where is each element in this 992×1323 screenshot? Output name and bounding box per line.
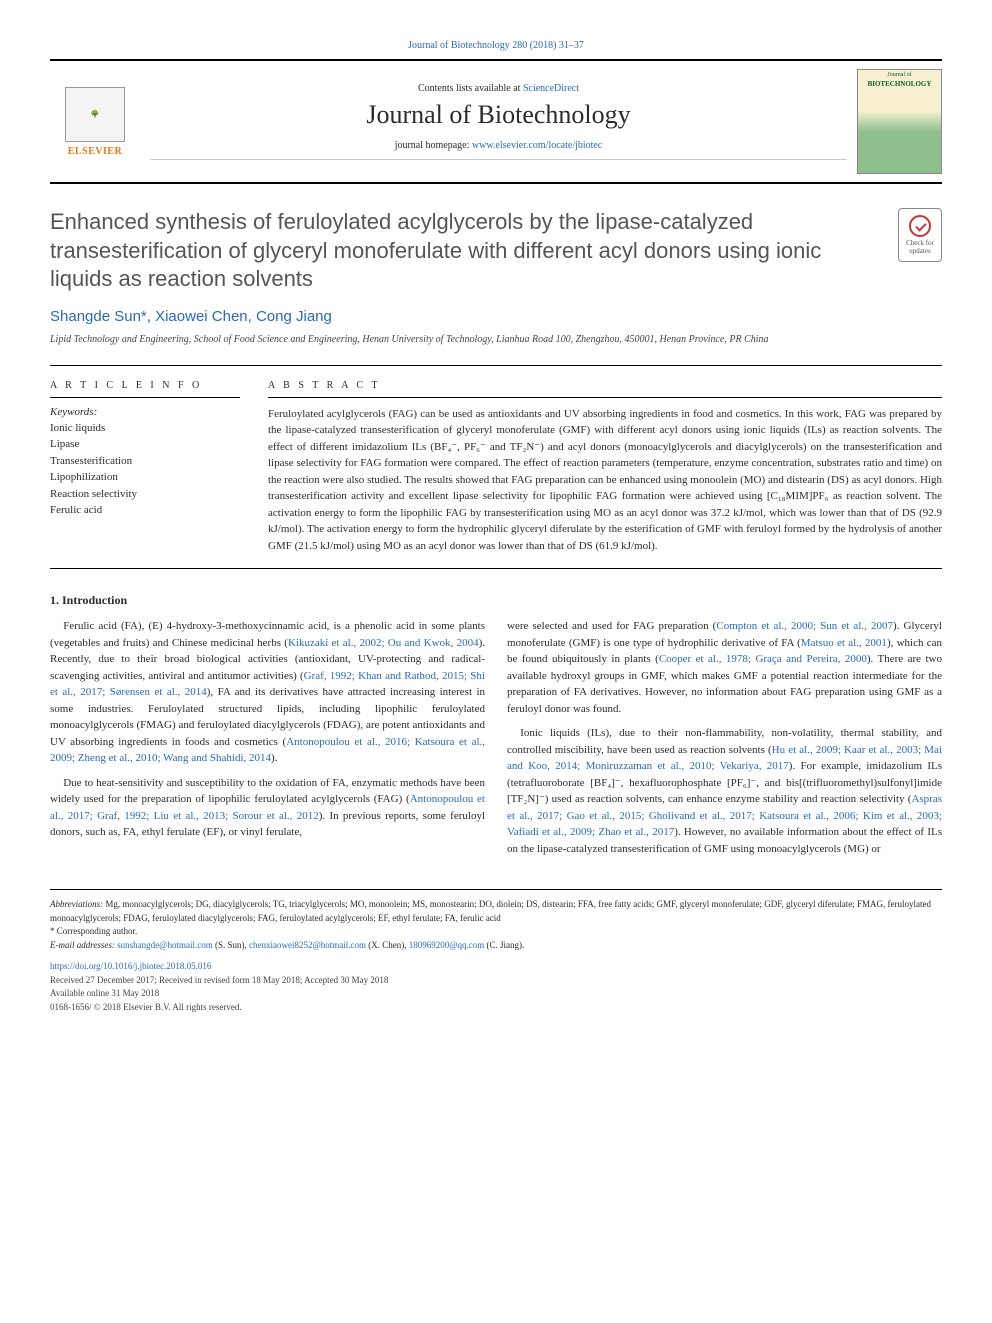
email-name: (S. Sun), (213, 940, 249, 950)
top-citation: Journal of Biotechnology 280 (2018) 31–3… (50, 40, 942, 51)
abstract-block: A B S T R A C T Feruloylated acylglycero… (268, 380, 942, 555)
journal-name: Journal of Biotechnology (150, 100, 847, 130)
citation-link[interactable]: Kikuzaki et al., 2002; Ou and Kwok, 2004 (288, 637, 479, 649)
keyword: Transesterification (50, 453, 240, 470)
paragraph: Ferulic acid (FA), (E) 4-hydroxy-3-metho… (50, 618, 485, 767)
keyword: Lipase (50, 436, 240, 453)
contents-text: Contents lists available at (418, 83, 523, 94)
email-link[interactable]: sunshangde@hotmail.com (117, 940, 213, 950)
email-link[interactable]: 180969200@qq.com (409, 940, 485, 950)
article-info: A R T I C L E I N F O Keywords: Ionic li… (50, 380, 240, 555)
dates-line: Received 27 December 2017; Received in r… (50, 974, 942, 988)
keywords-label: Keywords: (50, 406, 240, 418)
text-span: ). (271, 752, 277, 764)
cover-title: BIOTECHNOLOGY (858, 80, 941, 88)
cover-toplabel: Journal of (858, 70, 941, 80)
paragraph: were selected and used for FAG preparati… (507, 618, 942, 717)
check-icon (909, 215, 931, 237)
right-column: were selected and used for FAG preparati… (507, 618, 942, 865)
email-name: (X. Chen), (366, 940, 409, 950)
badge-line2: updates (909, 247, 930, 255)
contents-line: Contents lists available at ScienceDirec… (150, 83, 847, 94)
section-heading: 1. Introduction (50, 593, 942, 608)
article-title: Enhanced synthesis of feruloylated acylg… (50, 208, 886, 294)
elsevier-label: ELSEVIER (68, 146, 123, 157)
abbrev-text: Mg, monoacylglycerols; DG, diacylglycero… (50, 899, 931, 923)
abstract-heading: A B S T R A C T (268, 380, 942, 398)
text-span: were selected and used for FAG preparati… (507, 620, 716, 632)
email-line: E-mail addresses: sunshangde@hotmail.com… (50, 939, 942, 953)
abstract-text: Feruloylated acylglycerols (FAG) can be … (268, 406, 942, 555)
elsevier-tree-icon: 🌳 (65, 87, 125, 142)
citation-link[interactable]: Matsuo et al., 2001 (801, 637, 887, 649)
article-info-heading: A R T I C L E I N F O (50, 380, 240, 398)
keyword: Lipophilization (50, 469, 240, 486)
check-updates-badge[interactable]: Check for updates (898, 208, 942, 262)
citation-link[interactable]: Cooper et al., 1978; Graça and Pereira, … (659, 653, 867, 665)
corresponding-author: * Corresponding author. (50, 925, 942, 939)
author-link[interactable]: Shangde Sun*, Xiaowei Chen, Cong Jiang (50, 308, 332, 325)
email-link[interactable]: chenxiaowei8252@hotmail.com (249, 940, 366, 950)
left-column: Ferulic acid (FA), (E) 4-hydroxy-3-metho… (50, 618, 485, 865)
online-line: Available online 31 May 2018 (50, 987, 942, 1001)
citation-link[interactable]: Compton et al., 2000; Sun et al., 2007 (716, 620, 893, 632)
homepage-link[interactable]: www.elsevier.com/locate/jbiotec (472, 140, 602, 151)
authors: Shangde Sun*, Xiaowei Chen, Cong Jiang (50, 308, 942, 325)
abbrev-label: Abbreviations: (50, 899, 103, 909)
affiliation: Lipid Technology and Engineering, School… (50, 333, 942, 347)
copyright-line: 0168-1656/ © 2018 Elsevier B.V. All righ… (50, 1001, 942, 1015)
footnotes: Abbreviations: Mg, monoacylglycerols; DG… (50, 889, 942, 1014)
keyword: Ionic liquids (50, 420, 240, 437)
doi-link[interactable]: https://doi.org/10.1016/j.jbiotec.2018.0… (50, 960, 942, 974)
homepage-text: journal homepage: (395, 140, 472, 151)
email-name: (C. Jiang). (484, 940, 524, 950)
paragraph: Ionic liquids (ILs), due to their non-fl… (507, 725, 942, 857)
keyword: Ferulic acid (50, 502, 240, 519)
journal-cover: Journal of BIOTECHNOLOGY (857, 69, 942, 174)
homepage-line: journal homepage: www.elsevier.com/locat… (150, 140, 847, 151)
journal-header: 🌳 ELSEVIER Contents lists available at S… (50, 59, 942, 184)
email-label: E-mail addresses: (50, 940, 117, 950)
elsevier-logo: 🌳 ELSEVIER (50, 77, 140, 167)
keyword: Reaction selectivity (50, 486, 240, 503)
sciencedirect-link[interactable]: ScienceDirect (523, 83, 579, 94)
badge-line1: Check for (906, 239, 934, 247)
abbreviations: Abbreviations: Mg, monoacylglycerols; DG… (50, 898, 942, 925)
paragraph: Due to heat-sensitivity and susceptibili… (50, 775, 485, 841)
